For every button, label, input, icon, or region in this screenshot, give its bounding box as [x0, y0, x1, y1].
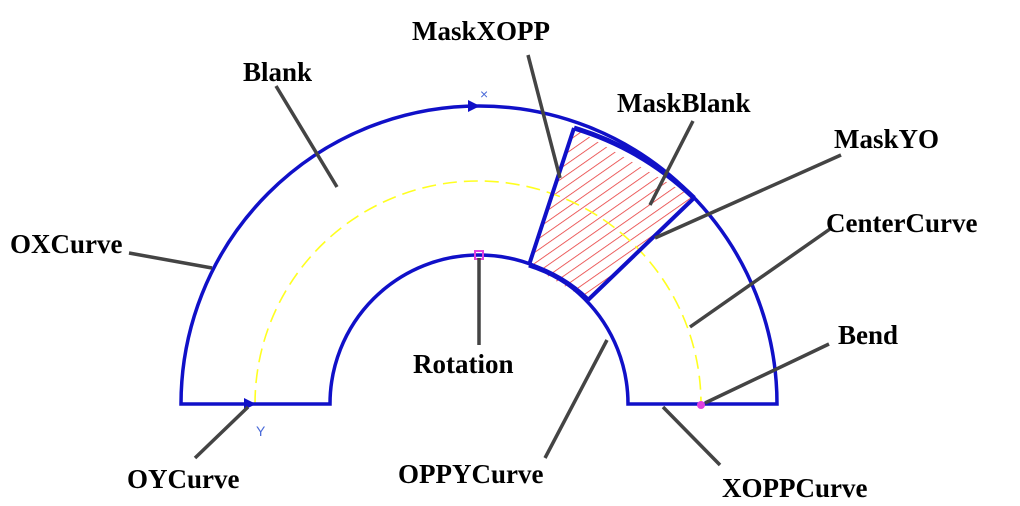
label-rotation: Rotation [413, 349, 514, 379]
mask-yo-line [586, 196, 696, 302]
label-ox-curve: OXCurve [10, 229, 122, 259]
label-mask-xopp: MaskXOPP [412, 16, 550, 46]
label-oppy-curve: OPPYCurve [398, 459, 543, 489]
leader-oppy-curve [543, 339, 609, 459]
x-direction-arrow-icon [468, 100, 480, 112]
leader-oy-curve [193, 405, 250, 460]
leader-xopp-curve [661, 405, 722, 467]
mask-xopp-line [527, 127, 576, 266]
leader-blank [274, 85, 339, 188]
leader-ox-curve [128, 251, 213, 270]
label-center-curve: CenterCurve [826, 208, 977, 238]
leader-mask-yo [654, 153, 842, 240]
label-bend: Bend [838, 320, 898, 350]
label-xopp-curve: XOPPCurve [722, 473, 867, 503]
leader-bend [704, 342, 830, 405]
center-curve [254, 180, 702, 405]
label-mask-blank: MaskBlank [617, 88, 751, 118]
mask-outer-arc [573, 125, 696, 200]
leader-mask-xopp [526, 54, 562, 179]
label-oy-curve: OYCurve [127, 464, 239, 494]
blank-outline [179, 104, 779, 406]
x-axis-marker: × [480, 86, 488, 102]
leader-mask-blank [648, 120, 695, 206]
bend-point-icon [697, 401, 705, 409]
leader-center-curve [688, 227, 832, 329]
y-axis-marker: Y [256, 423, 266, 439]
mask-blank-region [529, 128, 694, 300]
mask-inner-arc [528, 262, 590, 302]
label-mask-yo: MaskYO [834, 124, 939, 154]
label-blank: Blank [243, 57, 312, 87]
